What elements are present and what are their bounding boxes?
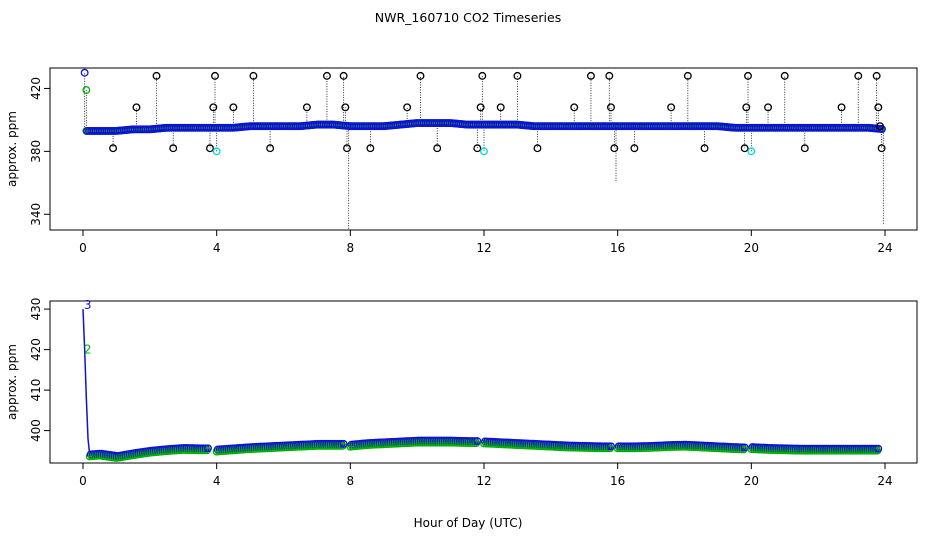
flagged-point: [607, 103, 615, 112]
flagged-point: [302, 103, 311, 112]
flagged-point: [266, 144, 275, 153]
top-plot-frame: [49, 67, 918, 231]
flagged-point: [874, 103, 883, 112]
flagged-point: [209, 103, 218, 112]
initial-spike-line: [82, 309, 91, 455]
bottom-xtick-label: 24: [877, 474, 892, 488]
bottom-xtick-label: 20: [744, 474, 759, 488]
flagged-point: [416, 71, 425, 80]
top-ytick-label: 380: [29, 140, 43, 163]
top-xtick-label: 20: [744, 241, 759, 255]
bottom-ytick-label: 400: [29, 419, 43, 442]
top-flag-stems: [84, 72, 884, 230]
top-xtick-label: 4: [213, 241, 221, 255]
flagged-point: [80, 68, 89, 77]
segment-point: [874, 444, 883, 453]
flagged-point: [109, 144, 118, 153]
flagged-point: [132, 103, 141, 112]
bottom-xtick-label: 8: [347, 474, 355, 488]
top-baseline-series: [82, 119, 886, 135]
flagged-point: [700, 144, 709, 153]
flagged-point: [169, 144, 178, 153]
top-xtick-label: 12: [476, 241, 491, 255]
flagged-point: [876, 122, 884, 131]
flagged-point: [480, 147, 488, 156]
flagged-point: [683, 71, 692, 80]
flagged-point: [403, 103, 412, 112]
bottom-xtick-label: 4: [213, 474, 221, 488]
flagged-point: [877, 144, 886, 153]
flagged-point: [212, 147, 221, 156]
flagged-point: [206, 144, 214, 153]
flagged-point: [496, 103, 505, 112]
bottom-x-axis: 0 4 8 12 16 20 24: [79, 463, 893, 488]
flagged-point: [249, 71, 258, 80]
flagged-point: [513, 71, 522, 80]
bottom-series: [82, 309, 883, 462]
flagged-point: [341, 103, 350, 112]
flagged-point: [747, 147, 756, 156]
flagged-point: [872, 71, 881, 80]
top-ylabel: approx. ppm: [5, 111, 19, 187]
flagged-point: [476, 103, 485, 112]
top-ytick-label: 420: [29, 77, 43, 100]
segment-point: [204, 444, 212, 453]
top-flagged-points: [80, 68, 886, 156]
series-annotation: 2: [84, 343, 92, 357]
flagged-point: [744, 71, 752, 80]
segment-point: [339, 439, 348, 448]
flagged-point: [82, 86, 91, 94]
top-xtick-label: 0: [79, 241, 87, 255]
top-y-axis: 340 380 420: [29, 77, 50, 226]
bottom-annotations: 32: [84, 298, 92, 357]
flagged-point: [780, 71, 789, 80]
bottom-ytick-label: 410: [29, 379, 43, 402]
flagged-point: [366, 144, 375, 153]
flagged-point: [740, 144, 749, 153]
top-xtick-label: 24: [877, 241, 892, 255]
flagged-point: [586, 71, 595, 80]
flagged-point: [229, 103, 238, 112]
flagged-point: [322, 71, 331, 80]
bottom-ylabel: approx. ppm: [5, 344, 19, 420]
flagged-point: [764, 103, 772, 112]
top-x-axis: 0 4 8 12 16 20 24: [79, 230, 893, 255]
flagged-point: [800, 144, 809, 153]
flagged-point: [630, 144, 639, 153]
flagged-point: [854, 71, 863, 80]
bottom-xtick-label: 0: [79, 474, 87, 488]
bottom-ytick-label: 430: [29, 298, 43, 321]
top-xtick-label: 16: [610, 241, 625, 255]
flagged-point: [339, 71, 348, 80]
top-panel: approx. ppm 0 4 8 12 16 20 24 340 380 420: [5, 67, 918, 255]
flagged-point: [473, 144, 482, 153]
bottom-xtick-label: 16: [610, 474, 625, 488]
flagged-point: [605, 71, 614, 80]
flagged-point: [343, 144, 351, 153]
bottom-ytick-label: 420: [29, 338, 43, 361]
flagged-point: [610, 144, 619, 153]
flagged-point: [533, 144, 542, 153]
x-axis-label: Hour of Day (UTC): [414, 516, 523, 530]
top-xtick-label: 8: [347, 241, 355, 255]
flagged-point: [478, 71, 487, 80]
flagged-point: [570, 103, 579, 112]
chart-title: NWR_160710 CO2 Timeseries: [375, 10, 561, 25]
flagged-point: [211, 71, 219, 80]
series-annotation: 3: [84, 298, 92, 312]
flagged-point: [152, 71, 161, 80]
bottom-y-axis: 400 410 420 430: [29, 298, 50, 442]
top-ytick-label: 340: [29, 203, 43, 226]
flagged-point: [667, 103, 676, 112]
flagged-point: [742, 103, 751, 112]
flagged-point: [433, 144, 442, 153]
bottom-xtick-label: 12: [476, 474, 491, 488]
segment-point: [473, 437, 482, 445]
flagged-point: [837, 103, 846, 112]
